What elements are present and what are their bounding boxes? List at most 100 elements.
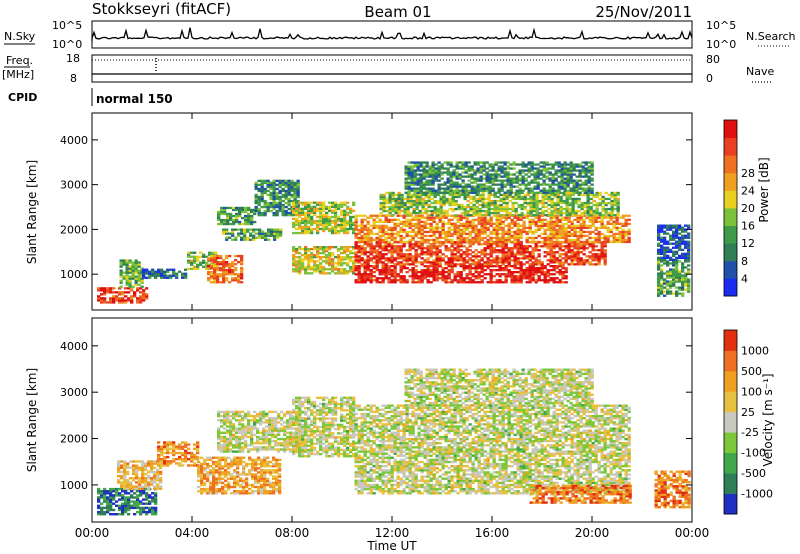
- data-cell: [369, 247, 373, 250]
- data-cell: [360, 224, 364, 227]
- data-cell: [441, 273, 445, 276]
- data-cell: [672, 258, 676, 261]
- data-cell: [552, 279, 556, 282]
- data-cell: [225, 273, 229, 276]
- data-cell: [416, 169, 420, 172]
- data-cell: [500, 183, 504, 186]
- data-cell: [420, 224, 424, 227]
- data-cell: [298, 213, 302, 216]
- data-cell: [316, 215, 320, 219]
- data-cell: [574, 199, 578, 203]
- data-cell: [554, 191, 558, 194]
- data-cell: [425, 175, 429, 178]
- data-cell: [357, 269, 361, 272]
- data-cell: [426, 234, 430, 238]
- data-cell: [520, 203, 524, 207]
- data-cell: [507, 269, 511, 272]
- data-cell: [501, 259, 505, 262]
- data-cell: [408, 275, 412, 278]
- data-cell: [419, 181, 423, 184]
- data-cell: [426, 259, 430, 262]
- data-cell: [461, 165, 465, 168]
- data-cell: [575, 183, 579, 186]
- data-cell: [187, 259, 191, 262]
- data-cell: [610, 193, 614, 197]
- data-cell: [322, 252, 326, 255]
- data-cell: [537, 261, 541, 264]
- data-cell: [562, 193, 566, 197]
- data-cell: [579, 228, 583, 231]
- data-cell: [118, 297, 122, 300]
- data-cell: [436, 199, 440, 203]
- data-cell: [539, 169, 543, 172]
- data-cell: [558, 281, 562, 284]
- data-cell: [199, 251, 203, 254]
- data-cell: [413, 163, 417, 166]
- data-cell: [234, 236, 238, 239]
- data-cell: [681, 280, 685, 283]
- data-cell: [363, 263, 367, 266]
- data-cell: [260, 183, 264, 186]
- data-cell: [483, 261, 487, 264]
- data-cell: [568, 197, 572, 201]
- data-cell: [125, 283, 129, 286]
- data-cell: [519, 224, 523, 227]
- data-cell: [561, 218, 565, 221]
- data-cell: [540, 232, 544, 236]
- data-cell: [417, 243, 421, 246]
- data-cell: [587, 169, 591, 172]
- data-cell: [125, 275, 129, 278]
- data-cell: [435, 245, 439, 248]
- data-cell: [559, 201, 563, 205]
- data-cell: [476, 189, 480, 192]
- data-cell: [610, 207, 614, 211]
- data-cell: [544, 201, 548, 205]
- data-cell: [572, 187, 576, 190]
- data-cell: [476, 171, 480, 174]
- data-cell: [151, 272, 155, 275]
- data-cell: [402, 216, 406, 219]
- data-cell: [526, 201, 530, 205]
- data-cell: [372, 238, 376, 242]
- data-cell: [454, 203, 458, 207]
- data-cell: [437, 173, 441, 176]
- data-cell: [352, 252, 356, 255]
- data-cell: [205, 263, 209, 266]
- data-cell: [378, 226, 382, 229]
- data-cell: [600, 245, 604, 248]
- data-cell: [478, 207, 482, 211]
- data-cell: [407, 183, 411, 186]
- data-cell: [514, 211, 518, 215]
- data-cell: [456, 240, 460, 244]
- data-cell: [281, 195, 285, 199]
- data-cell: [447, 271, 451, 274]
- data-cell: [404, 179, 408, 182]
- data-cell: [228, 281, 232, 284]
- data-cell: [441, 228, 445, 231]
- data-cell: [426, 261, 430, 264]
- data-cell: [106, 287, 110, 290]
- data-cell: [580, 207, 584, 211]
- data-cell: [391, 193, 395, 197]
- data-cell: [542, 167, 546, 170]
- data-cell: [257, 179, 261, 182]
- data-cell: [675, 294, 679, 297]
- data-cell: [298, 225, 302, 229]
- data-cell: [509, 187, 513, 190]
- data-cell: [492, 269, 496, 272]
- data-cell: [437, 185, 441, 188]
- data-cell: [304, 254, 308, 257]
- data-cell: [416, 187, 420, 190]
- data-cell: [624, 238, 628, 242]
- data-cell: [325, 207, 329, 210]
- data-cell: [431, 161, 435, 164]
- data-cell: [533, 185, 537, 188]
- data-cell: [363, 234, 367, 238]
- data-cell: [575, 163, 579, 166]
- data-cell: [483, 269, 487, 272]
- data-cell: [535, 203, 539, 207]
- data-cell: [447, 218, 451, 221]
- data-cell: [476, 179, 480, 182]
- data-cell: [393, 275, 397, 278]
- data-cell: [672, 278, 676, 281]
